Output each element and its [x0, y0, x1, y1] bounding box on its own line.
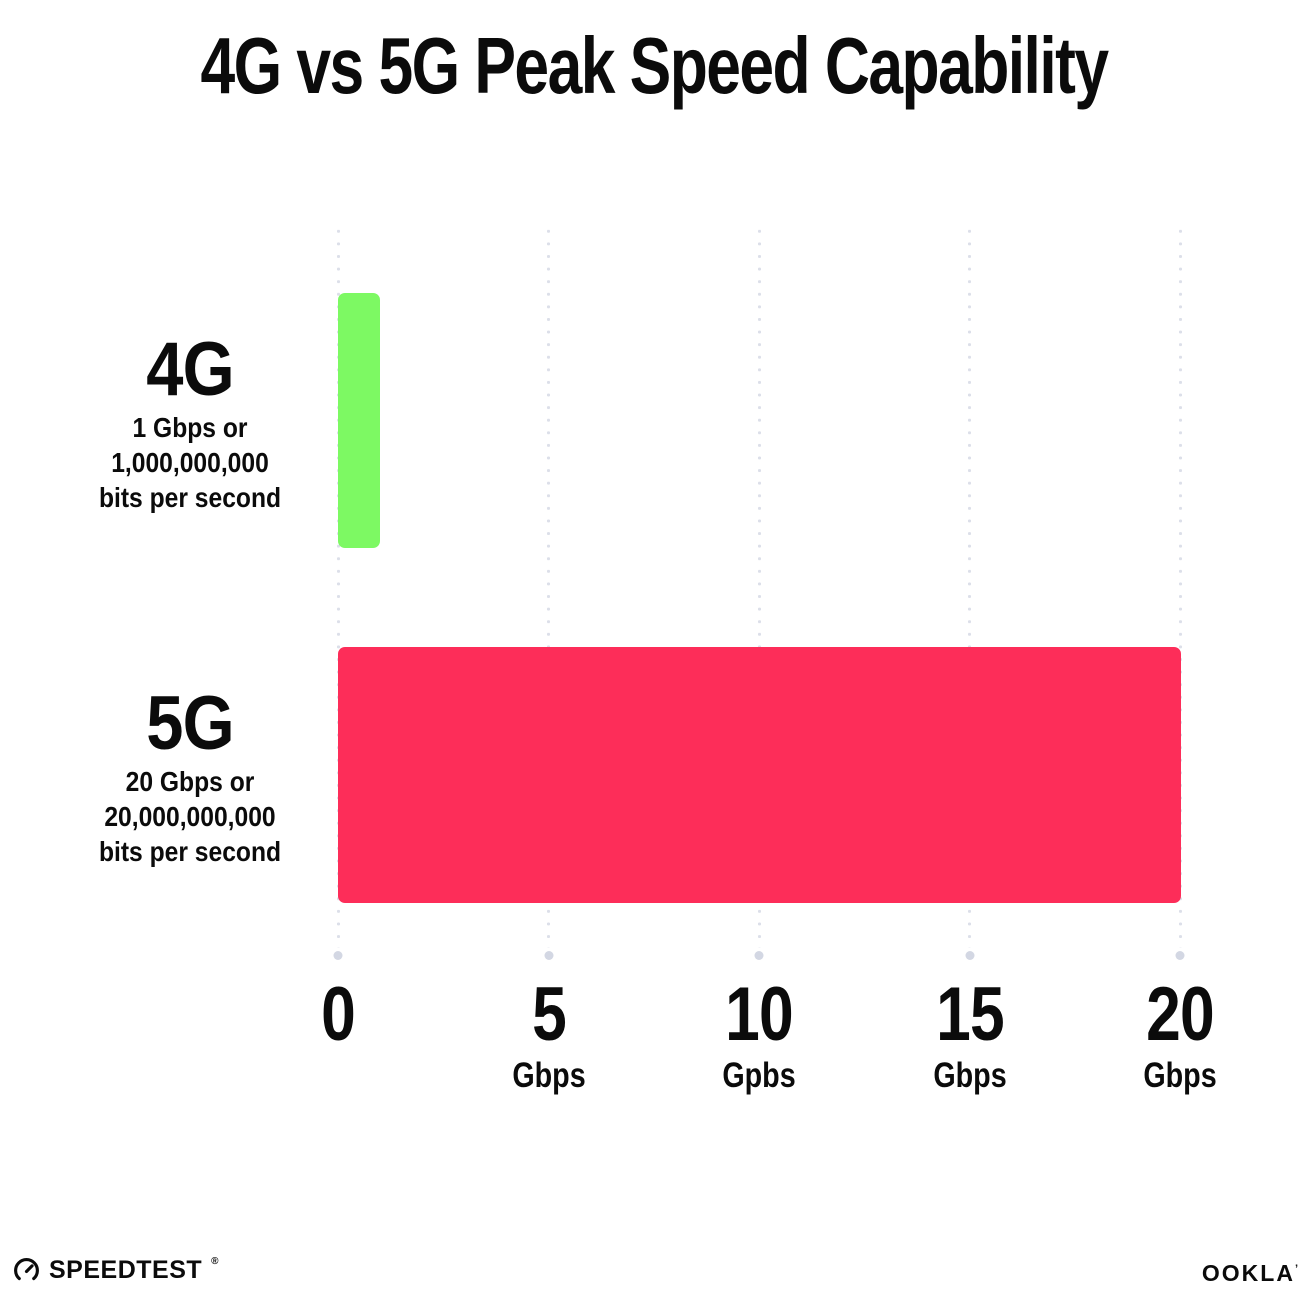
x-tick-0: 0: [248, 975, 428, 1055]
x-tick-5-value: 5: [531, 972, 567, 1057]
x-tick-20: 20 Gbps: [1090, 975, 1270, 1095]
x-tick-5: 5 Gbps: [458, 975, 638, 1095]
x-tick-15-value: 15: [935, 972, 1005, 1057]
row-label-5g-sub-line-3: bits per second: [98, 836, 282, 867]
ookla-wordmark: OOKLA: [1201, 1260, 1295, 1286]
row-label-4g-title: 4G: [146, 327, 234, 412]
x-tick-10: 10 Gpbs: [669, 975, 849, 1095]
speedtest-gauge-icon: [12, 1256, 41, 1285]
row-label-5g-sub-line-2: 20,000,000,000: [104, 801, 276, 832]
bar-5g: [338, 647, 1181, 903]
row-label-4g-sub-line-2: 1,000,000,000: [111, 447, 269, 478]
row-label-4g: 4G 1 Gbps or 1,000,000,000 bits per seco…: [49, 330, 331, 515]
gridline-15gbps: [967, 225, 972, 948]
x-tick-20-unit: Gbps: [1143, 1056, 1217, 1095]
gridline-20gbps: [1177, 225, 1183, 948]
row-label-5g-sub-line-1: 20 Gbps or: [125, 766, 255, 797]
speedtest-logo: SPEEDTEST ®: [12, 1256, 219, 1285]
gridline-5gbps: [546, 225, 551, 948]
speedtest-wordmark: SPEEDTEST: [49, 1256, 203, 1284]
chart-title: 4G vs 5G Peak Speed Capability: [200, 21, 1110, 110]
bar-4g: [338, 293, 380, 548]
gridline-0gbps: [335, 225, 341, 948]
x-tick-10-unit: Gpbs: [722, 1056, 796, 1095]
x-tick-10-value: 10: [725, 972, 794, 1057]
ookla-trademark-tick: ’: [1294, 1263, 1298, 1275]
x-tick-15: 15 Gbps: [879, 975, 1059, 1095]
speedtest-registered-mark: ®: [211, 1256, 219, 1267]
x-tick-0-value: 0: [321, 972, 356, 1057]
x-tick-20-value: 20: [1146, 972, 1215, 1057]
gridline-10gbps: [756, 225, 762, 948]
x-tick-15-unit: Gbps: [932, 1056, 1007, 1095]
row-label-5g-title: 5G: [146, 681, 234, 766]
row-label-4g-sub-line-3: bits per second: [98, 482, 282, 513]
ookla-logo: OOKLA’: [1202, 1260, 1298, 1287]
row-label-5g: 5G 20 Gbps or 20,000,000,000 bits per se…: [49, 684, 331, 869]
row-label-4g-sub-line-1: 1 Gbps or: [132, 412, 248, 443]
x-tick-5-unit: Gbps: [511, 1056, 586, 1095]
